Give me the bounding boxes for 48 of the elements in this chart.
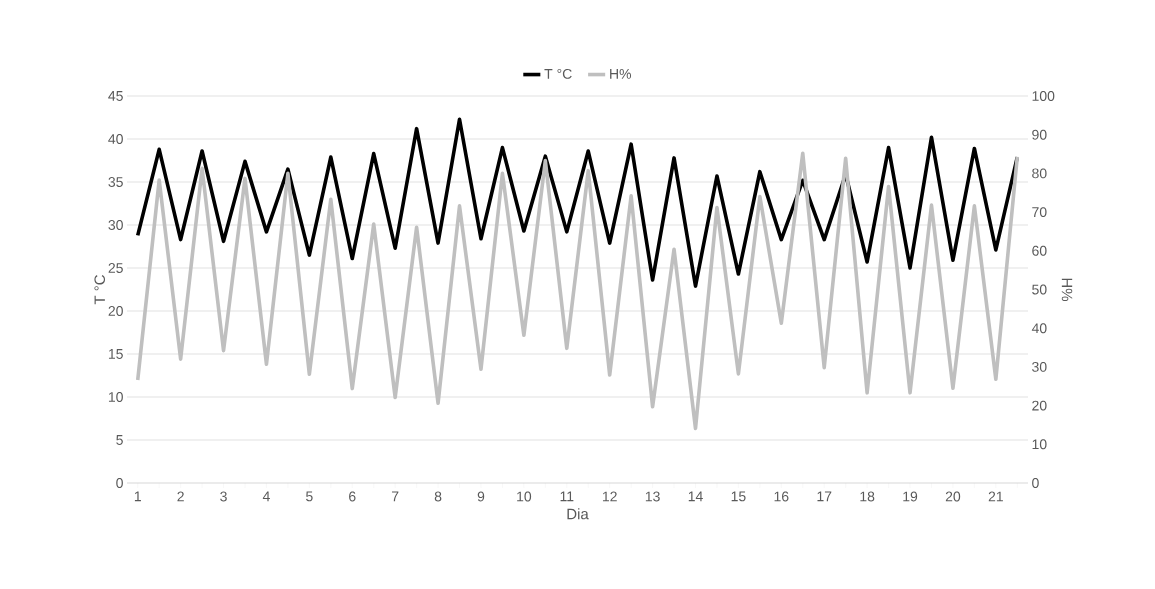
- y2-tick-label: 0: [1032, 478, 1039, 488]
- x-tick-label: 7: [391, 491, 399, 502]
- x-tick-label: 17: [817, 491, 832, 502]
- y-tick-label: 35: [108, 177, 123, 187]
- y2-tick-label: 20: [1032, 400, 1047, 411]
- line-series: [135, 151, 1020, 431]
- x-tick-label: 5: [306, 491, 313, 502]
- y2-tick-label: 60: [1032, 245, 1047, 256]
- x-tick-label: 14: [688, 491, 703, 502]
- y2-tick-label: 70: [1032, 207, 1047, 218]
- x-tick-label: 6: [349, 491, 356, 502]
- y2-tick-label: 80: [1032, 168, 1047, 179]
- x-tick-label: 15: [731, 491, 746, 502]
- x-tick-label: 9: [477, 491, 485, 502]
- x-tick-label: 21: [988, 491, 1003, 502]
- y2-tick-label: 30: [1032, 361, 1047, 372]
- y2-tick-label: 100: [1032, 91, 1055, 101]
- x-tick-label: 1: [134, 491, 141, 502]
- x-tick-label: 11: [560, 491, 574, 502]
- x-tick-label: 10: [517, 491, 532, 502]
- x-tick-label: 13: [645, 491, 660, 502]
- x-tick-label: 3: [220, 491, 227, 502]
- x-tick-label: 2: [177, 491, 184, 502]
- x-tick-label: 18: [860, 491, 875, 502]
- y2-tick-label: 40: [1031, 323, 1047, 334]
- x-tick-label: 19: [903, 491, 918, 502]
- x-tick-label: 16: [774, 491, 789, 502]
- legend-label: H%: [610, 68, 632, 79]
- legend-label: T °C: [544, 68, 572, 79]
- y-tick-label: 45: [108, 91, 123, 101]
- y-tick-label: 15: [108, 349, 123, 359]
- x-tick-label: 20: [945, 491, 961, 502]
- y-tick-label: 5: [116, 435, 123, 445]
- x-tick-label: 8: [434, 491, 442, 502]
- y-tick-label: 30: [108, 220, 123, 230]
- y-tick-label: 25: [108, 263, 123, 273]
- x-tick-label: 12: [602, 491, 617, 502]
- y2-tick-label: 90: [1032, 129, 1047, 140]
- x-axis-title: Dia: [567, 508, 589, 520]
- y-tick-label: 10: [108, 392, 123, 402]
- y-tick-label: 0: [116, 478, 123, 488]
- y2-axis-title: H%: [1061, 278, 1073, 302]
- y2-tick-label: 10: [1032, 439, 1047, 450]
- y-tick-label: 40: [108, 134, 123, 144]
- y-tick-label: 20: [108, 306, 123, 316]
- y2-tick-label: 50: [1032, 284, 1047, 295]
- x-tick-label: 4: [262, 491, 270, 502]
- y-axis-title: T °C: [94, 275, 106, 305]
